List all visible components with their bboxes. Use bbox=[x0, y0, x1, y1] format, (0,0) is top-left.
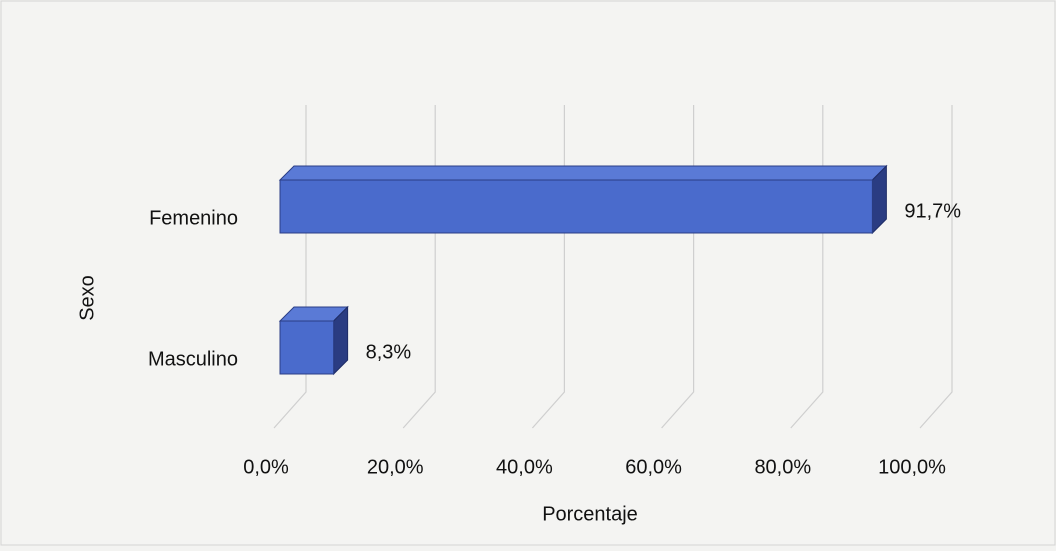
data-label: 91,7% bbox=[904, 200, 961, 222]
x-tick-label: 100,0% bbox=[878, 456, 946, 478]
y-tick-label: Masculino bbox=[148, 348, 238, 370]
grid-line bbox=[919, 105, 953, 429]
data-label: 8,3% bbox=[366, 341, 412, 363]
x-tick-label: 20,0% bbox=[367, 456, 424, 478]
bar bbox=[279, 320, 335, 375]
y-tick-label: Femenino bbox=[149, 207, 238, 229]
x-tick-label: 40,0% bbox=[496, 456, 553, 478]
bar bbox=[279, 179, 873, 234]
y-axis-label: Sexo bbox=[76, 275, 98, 321]
x-tick-label: 80,0% bbox=[754, 456, 811, 478]
bar-top bbox=[278, 165, 888, 181]
x-tick-label: 60,0% bbox=[625, 456, 682, 478]
x-tick-label: 0,0% bbox=[243, 456, 289, 478]
x-axis-label: Porcentaje bbox=[542, 503, 638, 525]
